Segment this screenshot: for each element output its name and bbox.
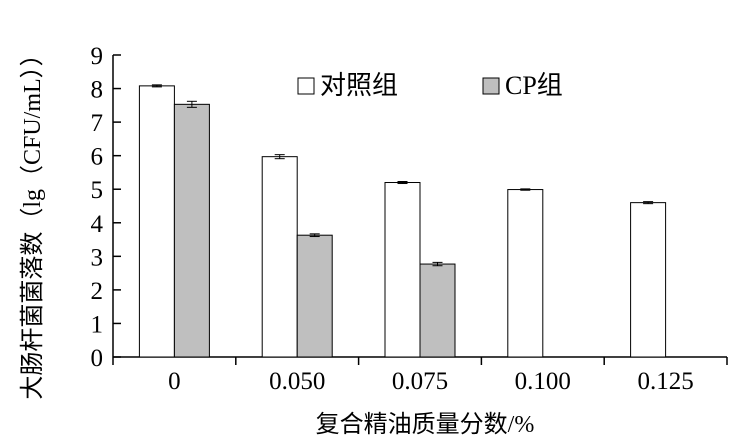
bar (630, 202, 667, 358)
x-tick-label: 0.100 (515, 368, 571, 395)
y-tick-label: 6 (91, 144, 104, 171)
bars (138, 84, 667, 358)
bar (296, 234, 333, 358)
legend-swatch (297, 77, 315, 95)
bar (384, 182, 421, 358)
y-tick-label: 1 (91, 311, 104, 338)
x-axis-title: 复合精油质量分数/% (316, 411, 535, 438)
legend-label: 对照组 (320, 71, 398, 100)
x-tick-label: 0.050 (269, 368, 325, 395)
x-tick-label: 0 (168, 368, 181, 395)
bar (507, 189, 544, 358)
legend-label: CP组 (505, 71, 563, 100)
y-tick-label: 7 (91, 110, 104, 137)
y-tick-label: 2 (91, 278, 104, 305)
y-tick-label: 3 (91, 244, 104, 271)
y-axis-title: 大肠杆菌菌落数（lg（CFU/mL）） (19, 42, 46, 399)
x-ticks: 0 0.050 0.075 0.100 0.125 (112, 357, 728, 395)
y-tick-label: 5 (91, 177, 104, 204)
x-tick-label: 0.075 (392, 368, 448, 395)
legend-swatch (482, 77, 500, 95)
y-ticks: 0 1 2 3 4 5 6 7 8 9 (91, 43, 121, 372)
legend: 对照组 CP组 (297, 71, 563, 100)
y-tick-label: 4 (91, 211, 104, 238)
x-tick-label: 0.125 (637, 368, 693, 395)
y-tick-label: 0 (91, 345, 104, 372)
bar (261, 156, 298, 358)
bar (138, 85, 175, 358)
y-tick-label: 9 (91, 43, 104, 70)
bar (419, 263, 456, 358)
bar (173, 103, 210, 358)
y-tick-label: 8 (91, 77, 104, 104)
